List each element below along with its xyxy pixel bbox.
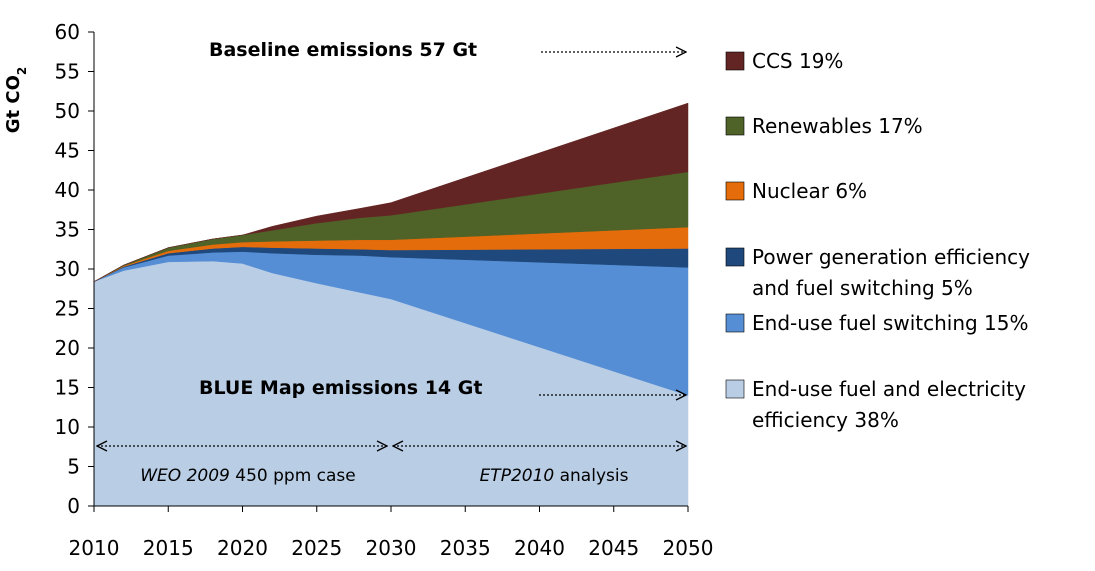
annotations: Baseline emissions 57 Gt BLUE Map emissio… <box>97 39 686 486</box>
y-tick-label: 20 <box>55 336 80 360</box>
y-axis-label: Gt CO2 <box>3 67 29 134</box>
x-tick-label: 2045 <box>588 536 639 560</box>
x-tick-label: 2020 <box>217 536 268 560</box>
y-tick-label: 55 <box>55 60 80 84</box>
y-tick-label: 40 <box>55 178 80 202</box>
legend-swatch-3 <box>725 181 745 201</box>
weo-period-label: WEO 2009 450 ppm case <box>140 466 356 486</box>
area-series-5 <box>93 102 689 282</box>
legend-swatch-2 <box>725 247 745 267</box>
legend-swatch-0 <box>725 379 745 399</box>
legend-swatch-5 <box>725 51 745 71</box>
y-tick-label: 15 <box>55 376 80 400</box>
legend-swatch-4 <box>725 116 745 136</box>
x-tick-label: 2025 <box>291 536 342 560</box>
x-tick-label: 2050 <box>663 536 714 560</box>
legend-swatch-1 <box>725 313 745 333</box>
legend: CCS 19% Renewables 17% Nuclear 6% Power gen… <box>725 49 1030 432</box>
legend-label-5: CCS 19% <box>752 49 843 73</box>
legend-label-3: Nuclear 6% <box>752 179 867 203</box>
x-tick-label: 2030 <box>366 536 417 560</box>
y-tick-label: 5 <box>67 455 80 479</box>
x-tick-label: 2040 <box>514 536 565 560</box>
y-tick-label: 25 <box>55 297 80 321</box>
blue-map-emissions-label: BLUE Map emissions 14 Gt <box>199 377 482 399</box>
y-tick-label: 35 <box>55 218 80 242</box>
x-tick-label: 2035 <box>440 536 491 560</box>
legend-label-1: End-use fuel switching 15% <box>752 311 1029 335</box>
y-tick-label: 60 <box>55 20 80 44</box>
y-tick-label: 45 <box>55 139 80 163</box>
x-tick-label: 2010 <box>69 536 120 560</box>
baseline-emissions-label: Baseline emissions 57 Gt <box>209 39 477 61</box>
y-tick-label: 50 <box>55 99 80 123</box>
y-tick-label: 10 <box>55 415 80 439</box>
legend-label-2: Power generation efficiency and fuel swit… <box>752 245 1030 300</box>
x-tick-label: 2015 <box>143 536 194 560</box>
legend-label-0: End-use fuel and electricity efficiency 3… <box>752 377 1026 432</box>
legend-label-4: Renewables 17% <box>752 114 923 138</box>
y-tick-label: 0 <box>67 494 80 518</box>
y-tick-label: 30 <box>55 257 80 281</box>
etp-period-label: ETP2010 analysis <box>480 466 629 486</box>
